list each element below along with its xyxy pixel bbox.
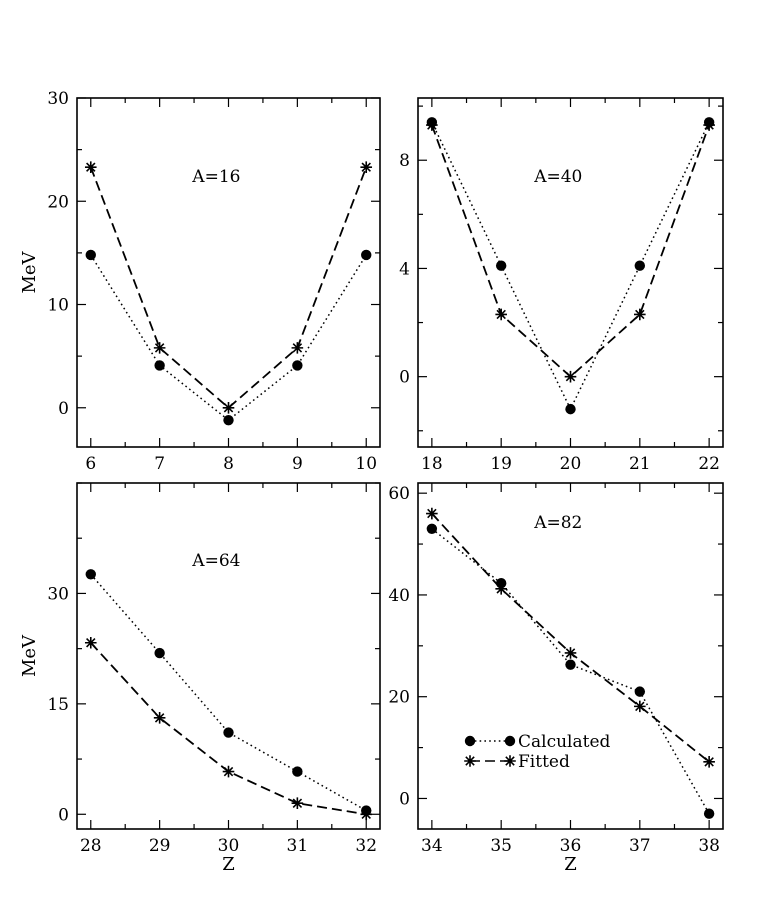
- data-point-calculated: [703, 808, 715, 819]
- chart-panel-1: 6 7 8 9 10 0 10 20 30 MeV A=16: [19, 89, 381, 474]
- series-line-fitted: [431, 124, 710, 378]
- data-point-fitted: [360, 808, 373, 821]
- x-tick-label: 32: [355, 836, 377, 856]
- data-point-fitted: [222, 401, 235, 414]
- x-tick-label: 29: [149, 836, 171, 856]
- data-point-fitted: [153, 342, 166, 354]
- data-point-fitted: [360, 161, 373, 173]
- series-line-calculated: [431, 122, 710, 411]
- x-tick-label: 34: [421, 836, 443, 856]
- x-tick-label: 31: [287, 836, 309, 856]
- x-axis-label: Z: [564, 854, 577, 875]
- series-line-fitted: [431, 512, 710, 763]
- y-tick-label: 15: [47, 695, 69, 715]
- data-point-calculated: [292, 766, 303, 777]
- series-line-fitted: [89, 166, 368, 409]
- legend-marker-calculated: [504, 735, 516, 747]
- data-point-fitted: [426, 507, 438, 520]
- plot-frame: [417, 97, 724, 448]
- x-axis-label: Z: [222, 854, 235, 875]
- y-tick-label: 0: [399, 789, 410, 809]
- data-point-calculated: [565, 659, 576, 670]
- legend-marker-fitted: [464, 755, 476, 767]
- y-tick-label: 20: [47, 192, 69, 212]
- data-point-calculated: [292, 360, 303, 371]
- data-point-fitted: [703, 756, 715, 768]
- legend-marker-fitted: [504, 755, 516, 767]
- x-tick-label: 21: [629, 454, 651, 474]
- data-point-calculated: [85, 569, 96, 580]
- chart-panel-2: 18 19 20 21 22 0 4 8 A=40: [399, 97, 724, 474]
- y-tick-label: 40: [388, 586, 410, 606]
- data-point-fitted: [564, 370, 577, 383]
- legend-marker-calculated: [464, 735, 476, 747]
- panel-annotation: A=16: [191, 167, 240, 187]
- x-tick-label: 7: [154, 454, 165, 474]
- y-axis-label: MeV: [19, 634, 40, 677]
- data-point-fitted: [426, 119, 438, 131]
- series-line-calculated: [90, 254, 367, 422]
- y-tick-label: 0: [58, 399, 69, 419]
- y-tick-label: 30: [47, 584, 69, 604]
- data-point-calculated: [361, 249, 372, 261]
- data-point-calculated: [634, 260, 646, 271]
- x-tick-label: 9: [292, 454, 303, 474]
- data-point-fitted: [291, 797, 304, 810]
- data-point-fitted: [495, 583, 507, 595]
- data-point-calculated: [154, 360, 165, 371]
- data-point-calculated: [565, 403, 576, 415]
- x-tick-label: 38: [698, 836, 720, 856]
- y-tick-label: 20: [388, 688, 410, 708]
- data-point-fitted: [84, 636, 97, 649]
- x-tick-label: 6: [85, 454, 96, 474]
- data-point-calculated: [426, 523, 438, 534]
- data-point-calculated: [85, 249, 96, 261]
- x-tick-label: 8: [223, 454, 234, 474]
- y-tick-label: 60: [388, 484, 410, 504]
- y-tick-label: 0: [399, 368, 410, 388]
- x-tick-label: 30: [218, 836, 240, 856]
- data-point-calculated: [154, 647, 165, 659]
- data-point-fitted: [495, 308, 507, 321]
- y-tick-label: 8: [399, 151, 410, 171]
- legend-label-calculated: Calculated: [518, 732, 611, 752]
- panel-annotation: A=40: [533, 167, 582, 187]
- y-tick-label: 30: [47, 89, 69, 109]
- data-point-fitted: [634, 700, 646, 713]
- y-tick-label: 4: [399, 259, 410, 279]
- chart-panel-3: 28 29 30 31 32 0 15 30 MeV Z A=64: [19, 482, 381, 875]
- data-point-calculated: [223, 414, 234, 426]
- data-point-fitted: [222, 765, 235, 778]
- series-line-calculated: [431, 528, 710, 815]
- panel-annotation: A=82: [533, 513, 582, 533]
- data-point-fitted: [703, 119, 715, 131]
- x-tick-label: 20: [560, 454, 582, 474]
- x-tick-label: 28: [80, 836, 102, 856]
- panel-annotation: A=64: [191, 551, 240, 571]
- x-tick-label: 19: [490, 454, 512, 474]
- data-point-fitted: [564, 647, 577, 659]
- x-tick-label: 18: [421, 454, 443, 474]
- data-point-calculated: [634, 686, 646, 697]
- x-tick-label: 36: [560, 836, 582, 856]
- x-tick-label: 22: [698, 454, 720, 474]
- plot-frame: [76, 97, 381, 448]
- x-tick-label: 37: [629, 836, 651, 856]
- y-tick-label: 0: [58, 805, 69, 825]
- data-point-calculated: [223, 727, 234, 738]
- data-point-fitted: [153, 712, 166, 724]
- data-point-fitted: [634, 308, 646, 321]
- x-tick-label: 35: [490, 836, 512, 856]
- y-axis-label: MeV: [19, 250, 40, 293]
- data-point-fitted: [291, 342, 304, 354]
- data-point-fitted: [84, 161, 97, 173]
- data-point-calculated: [495, 260, 507, 271]
- y-tick-label: 10: [47, 296, 69, 316]
- legend-label-fitted: Fitted: [518, 752, 570, 772]
- x-tick-label: 10: [355, 454, 377, 474]
